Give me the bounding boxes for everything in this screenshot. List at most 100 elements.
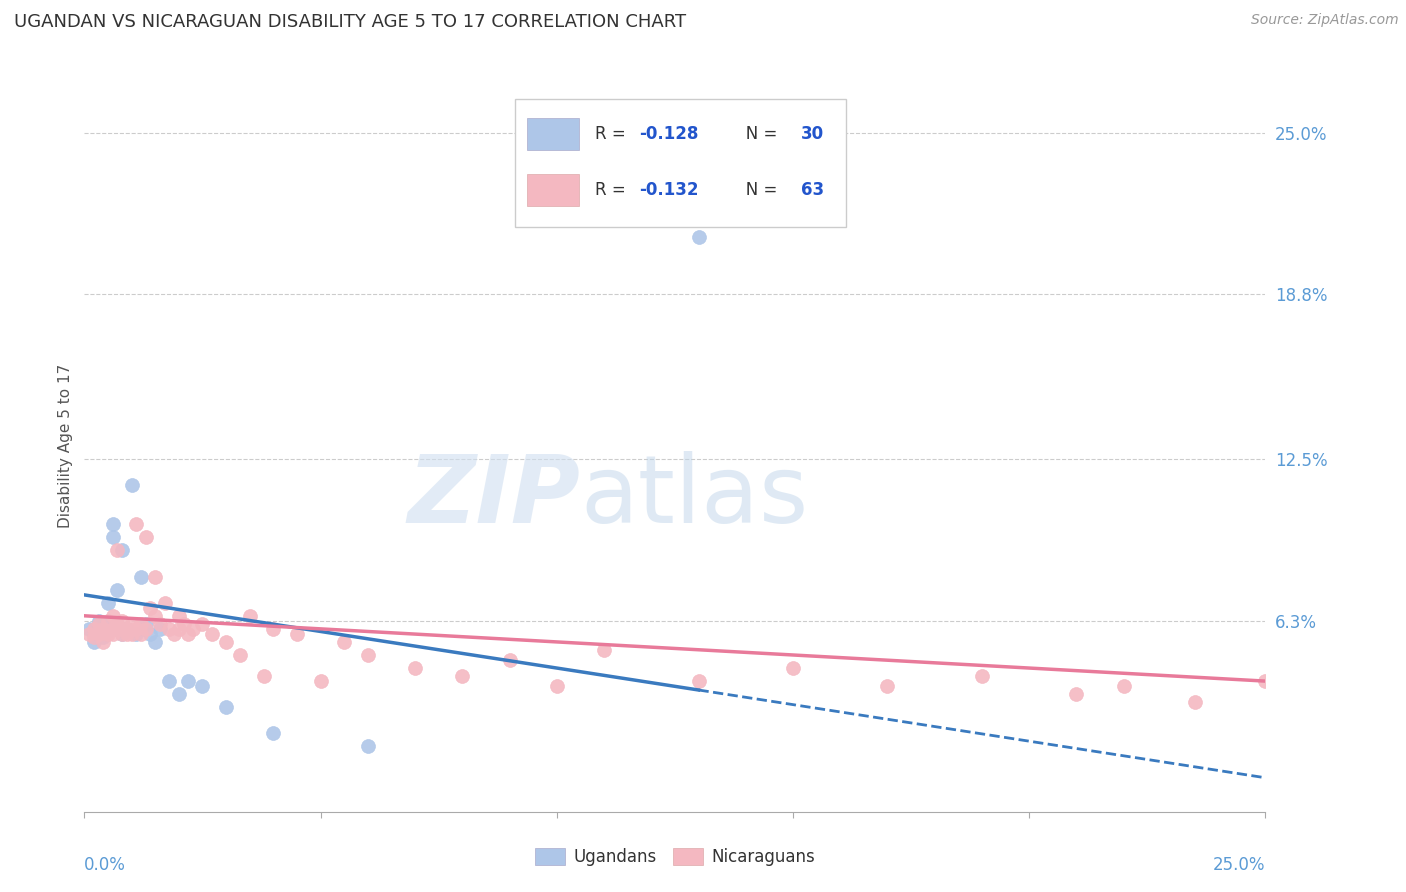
Point <box>215 700 238 714</box>
Point <box>91 622 114 636</box>
Point <box>546 679 568 693</box>
Point <box>239 608 262 623</box>
Point <box>101 622 124 636</box>
Point <box>129 627 152 641</box>
Point <box>87 614 110 628</box>
Point <box>115 627 138 641</box>
Point <box>111 627 134 641</box>
Point <box>135 622 157 636</box>
Point <box>111 627 134 641</box>
Point <box>107 616 129 631</box>
Text: 25.0%: 25.0% <box>1213 855 1265 873</box>
Point <box>111 614 134 628</box>
Point <box>77 627 100 641</box>
Point <box>101 627 124 641</box>
Point <box>177 627 200 641</box>
Point <box>201 627 224 641</box>
Text: 63: 63 <box>801 181 824 199</box>
Point <box>404 661 426 675</box>
Point <box>262 726 284 740</box>
Text: 0.0%: 0.0% <box>84 855 127 873</box>
Point <box>125 622 148 636</box>
Text: Source: ZipAtlas.com: Source: ZipAtlas.com <box>1251 13 1399 28</box>
Point <box>101 608 124 623</box>
Point <box>101 517 124 532</box>
Point <box>253 669 276 683</box>
Point <box>97 614 120 628</box>
Point <box>83 622 105 636</box>
Point <box>688 230 710 244</box>
Point <box>91 630 114 644</box>
Text: 30: 30 <box>801 125 824 143</box>
Point <box>1066 687 1088 701</box>
Y-axis label: Disability Age 5 to 17: Disability Age 5 to 17 <box>58 364 73 528</box>
Point <box>139 627 162 641</box>
Point <box>229 648 252 662</box>
Point <box>782 661 804 675</box>
Point <box>77 622 100 636</box>
Point <box>143 608 166 623</box>
Point <box>1184 695 1206 709</box>
Point <box>593 642 616 657</box>
Point <box>498 653 520 667</box>
Point <box>167 608 190 623</box>
Text: UGANDAN VS NICARAGUAN DISABILITY AGE 5 TO 17 CORRELATION CHART: UGANDAN VS NICARAGUAN DISABILITY AGE 5 T… <box>14 13 686 31</box>
Point <box>262 622 284 636</box>
Point <box>357 739 380 754</box>
Point <box>83 630 105 644</box>
FancyBboxPatch shape <box>516 99 846 227</box>
Point <box>1112 679 1135 693</box>
Point <box>129 569 152 583</box>
Point <box>177 674 200 689</box>
Point <box>129 616 152 631</box>
Point <box>451 669 474 683</box>
Point <box>91 635 114 649</box>
Point <box>135 530 157 544</box>
Point <box>215 635 238 649</box>
Point <box>115 622 138 636</box>
Point <box>157 622 180 636</box>
Point <box>97 624 120 639</box>
Point <box>121 627 143 641</box>
Legend: Ugandans, Nicaraguans: Ugandans, Nicaraguans <box>529 841 821 873</box>
Text: ZIP: ZIP <box>408 451 581 543</box>
Point <box>87 627 110 641</box>
Point <box>107 543 129 558</box>
Text: R =: R = <box>595 181 630 199</box>
Point <box>107 582 129 597</box>
Point <box>121 478 143 492</box>
Point <box>135 616 157 631</box>
Point <box>149 622 172 636</box>
Point <box>91 616 114 631</box>
Text: atlas: atlas <box>581 451 808 543</box>
Point <box>1254 674 1277 689</box>
Point <box>876 679 898 693</box>
Point <box>143 569 166 583</box>
FancyBboxPatch shape <box>527 118 579 150</box>
Point <box>167 622 190 636</box>
Point <box>149 616 172 631</box>
Point <box>87 627 110 641</box>
Point <box>121 616 143 631</box>
Point <box>83 635 105 649</box>
Point <box>87 616 110 631</box>
Text: -0.128: -0.128 <box>640 125 699 143</box>
Point <box>173 616 195 631</box>
Point <box>688 674 710 689</box>
Point <box>115 622 138 636</box>
Text: -0.132: -0.132 <box>640 181 699 199</box>
Point <box>285 627 308 641</box>
Point <box>357 648 380 662</box>
Point <box>97 596 120 610</box>
Point <box>107 616 129 631</box>
Point <box>97 627 120 641</box>
Text: N =: N = <box>730 125 783 143</box>
Point <box>970 669 993 683</box>
Point <box>157 674 180 689</box>
Point <box>139 601 162 615</box>
Point <box>153 596 176 610</box>
Point <box>125 627 148 641</box>
Point <box>111 543 134 558</box>
Point <box>181 622 204 636</box>
Point <box>101 530 124 544</box>
